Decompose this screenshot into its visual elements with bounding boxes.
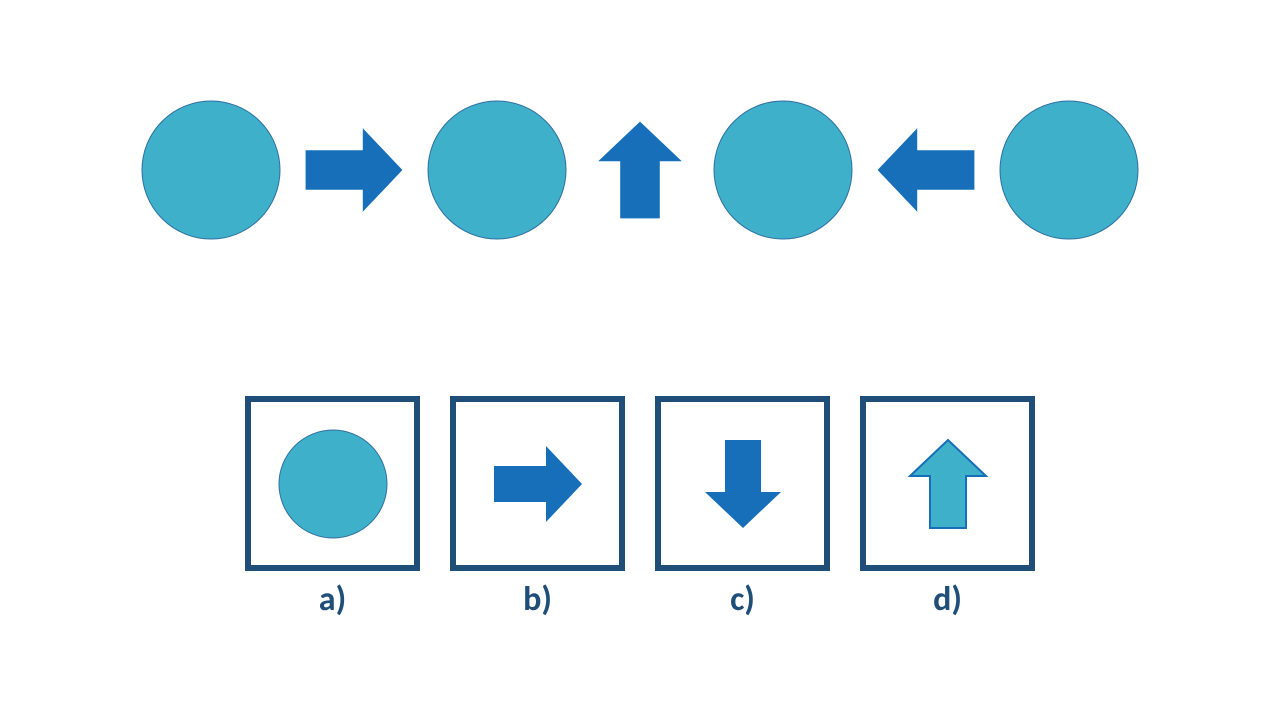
answer-option[interactable]: d)	[860, 396, 1035, 620]
answer-option[interactable]: a)	[245, 396, 420, 620]
circle-icon	[999, 100, 1139, 240]
option-label: c)	[730, 579, 755, 620]
options-row: a) b) c) d)	[0, 396, 1280, 620]
sequence-row	[0, 100, 1280, 240]
sequence-item	[141, 100, 281, 240]
option-label: a)	[319, 579, 346, 620]
option-label: b)	[523, 579, 552, 620]
arrow-right-icon	[488, 434, 588, 534]
answer-option[interactable]: b)	[450, 396, 625, 620]
arrow-right-icon	[299, 115, 409, 225]
sequence-item	[427, 100, 567, 240]
sequence-item	[585, 115, 695, 225]
circle-icon	[427, 100, 567, 240]
arrow-left-icon	[871, 115, 981, 225]
circle-icon	[713, 100, 853, 240]
option-label: d)	[933, 579, 962, 620]
sequence-item	[999, 100, 1139, 240]
sequence-item	[871, 115, 981, 225]
sequence-item	[713, 100, 853, 240]
arrow-up-icon	[898, 434, 998, 534]
option-box	[860, 396, 1035, 571]
answer-option[interactable]: c)	[655, 396, 830, 620]
arrow-down-icon	[693, 434, 793, 534]
option-box	[655, 396, 830, 571]
option-box	[450, 396, 625, 571]
sequence-item	[299, 115, 409, 225]
diagram-canvas: a) b) c) d)	[0, 0, 1280, 720]
circle-icon	[278, 429, 388, 539]
circle-icon	[141, 100, 281, 240]
arrow-up-icon	[585, 115, 695, 225]
option-box	[245, 396, 420, 571]
